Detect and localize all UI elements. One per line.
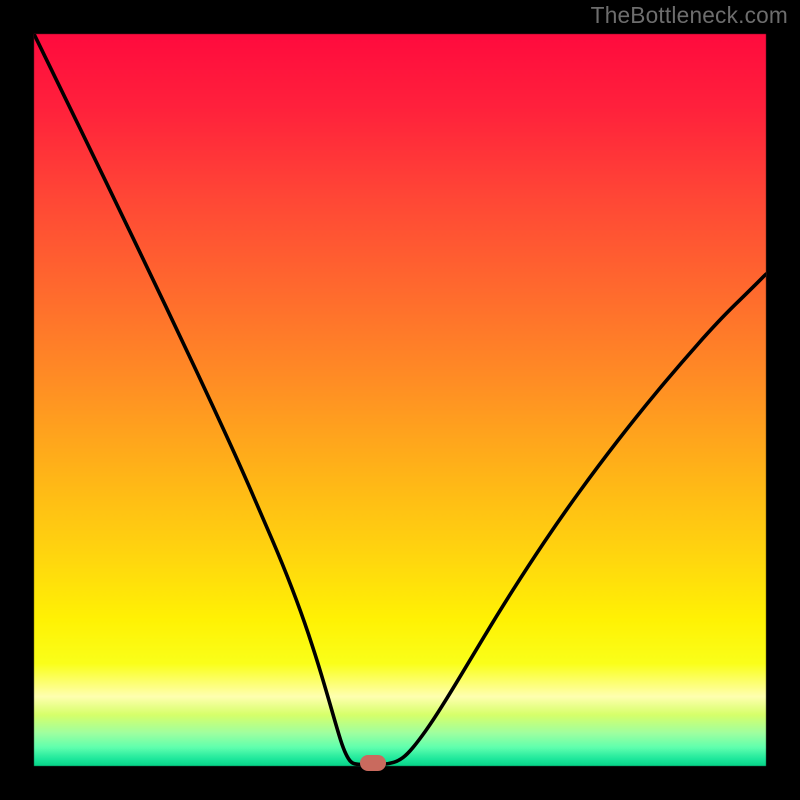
watermark-text: TheBottleneck.com [591,2,788,29]
chart-container: TheBottleneck.com [0,0,800,800]
trough-marker [360,755,386,771]
curve-path [34,34,766,765]
bottleneck-curve [0,0,800,800]
